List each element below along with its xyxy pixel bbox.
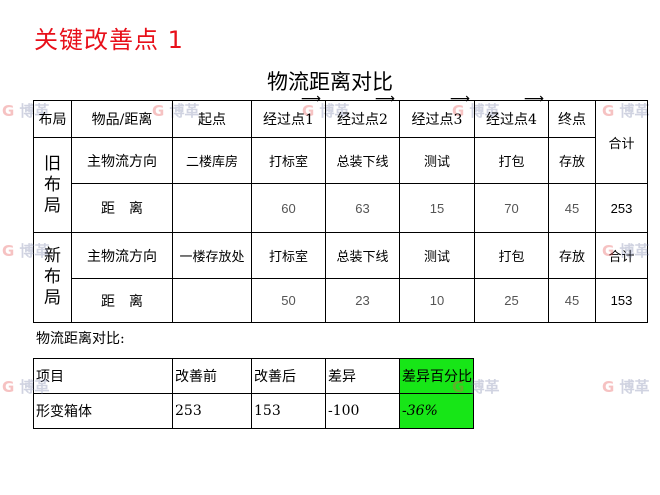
cell: 10 bbox=[399, 278, 475, 323]
old-layout-label: 旧布局 bbox=[33, 137, 72, 233]
header-cell: 终点 bbox=[548, 100, 596, 138]
cell: 打标室 bbox=[251, 232, 326, 279]
header-cell: 差异百分比 bbox=[399, 358, 474, 394]
arrow-right-icon: ⟶ bbox=[449, 91, 470, 107]
watermark: G 博革 bbox=[602, 242, 650, 260]
distance-label: 距 离 bbox=[71, 278, 173, 323]
cell: 45 bbox=[548, 183, 596, 233]
cell: 二楼库房 bbox=[172, 137, 252, 184]
cell: 测试 bbox=[399, 137, 475, 184]
cell: 总装下线 bbox=[325, 137, 400, 184]
comparison-label: 物流距离对比: bbox=[36, 331, 125, 347]
cell: 63 bbox=[325, 183, 400, 233]
cell: 打包 bbox=[474, 232, 549, 279]
cell: 测试 bbox=[399, 232, 475, 279]
cell: 存放 bbox=[548, 137, 596, 184]
comparison-table: 项目 改善前 改善后 差异 差异百分比 形变箱体 253 153 -100 -3… bbox=[33, 358, 474, 429]
header-cell: 改善前 bbox=[172, 358, 252, 394]
total-cell: 153 bbox=[595, 278, 648, 323]
percent-cell: -36% bbox=[399, 393, 474, 429]
cell bbox=[172, 183, 252, 233]
header-cell: 经过点2 ⟶ bbox=[325, 92, 400, 138]
cell: 一楼存放处 bbox=[172, 232, 252, 279]
cell: -100 bbox=[325, 393, 400, 429]
header-cell: 经过点3 ⟶ bbox=[399, 92, 475, 138]
flow-label: 主物流方向 bbox=[71, 137, 173, 184]
cell: 50 bbox=[251, 278, 326, 323]
header-cell: 起点 bbox=[172, 100, 252, 138]
arrow-right-icon: ⟶ bbox=[523, 91, 544, 107]
total-cell: 253 bbox=[595, 183, 648, 233]
cell: 打包 bbox=[474, 137, 549, 184]
header-cell: 物品/距离 bbox=[71, 100, 173, 138]
watermark: G 博革 bbox=[452, 378, 500, 396]
cell: 存放 bbox=[548, 232, 596, 279]
cell: 45 bbox=[548, 278, 596, 323]
watermark: G 博革 bbox=[602, 378, 650, 396]
header-cell: 改善后 bbox=[251, 358, 326, 394]
arrow-right-icon: ⟶ bbox=[374, 91, 395, 107]
flow-label: 主物流方向 bbox=[71, 232, 173, 279]
header-cell: 合计 bbox=[595, 100, 648, 184]
cell: 25 bbox=[474, 278, 549, 323]
cell: 253 bbox=[172, 393, 252, 429]
total-label: 合计 bbox=[595, 232, 648, 279]
arrow-right-icon: ⟶ bbox=[300, 91, 321, 107]
watermark: G 博革 bbox=[2, 378, 50, 396]
cell: 打标室 bbox=[251, 137, 326, 184]
header-cell: 差异 bbox=[325, 358, 400, 394]
cell: 153 bbox=[251, 393, 326, 429]
cell: 60 bbox=[251, 183, 326, 233]
distance-label: 距 离 bbox=[71, 183, 173, 233]
cell: 形变箱体 bbox=[33, 393, 173, 429]
table-title: 物流距离对比 bbox=[267, 70, 393, 94]
header-cell: 项目 bbox=[33, 358, 173, 394]
header-cell: 经过点4 ⟶ bbox=[474, 92, 549, 138]
cell: 总装下线 bbox=[325, 232, 400, 279]
cell bbox=[172, 278, 252, 323]
cell: 70 bbox=[474, 183, 549, 233]
header-cell: 经过点1 ⟶ bbox=[251, 92, 326, 138]
cell: 23 bbox=[325, 278, 400, 323]
header-cell: 布局 bbox=[33, 100, 72, 138]
distance-table: 布局 物品/距离 起点 经过点1 ⟶ 经过点2 ⟶ 经过点3 ⟶ 经过点4 ⟶ 终点 合… bbox=[33, 92, 648, 323]
cell: 15 bbox=[399, 183, 475, 233]
new-layout-label: 新布局 bbox=[33, 232, 72, 323]
watermark: G 博革 bbox=[2, 242, 50, 260]
page-title: 关键改善点 1 bbox=[34, 26, 184, 54]
